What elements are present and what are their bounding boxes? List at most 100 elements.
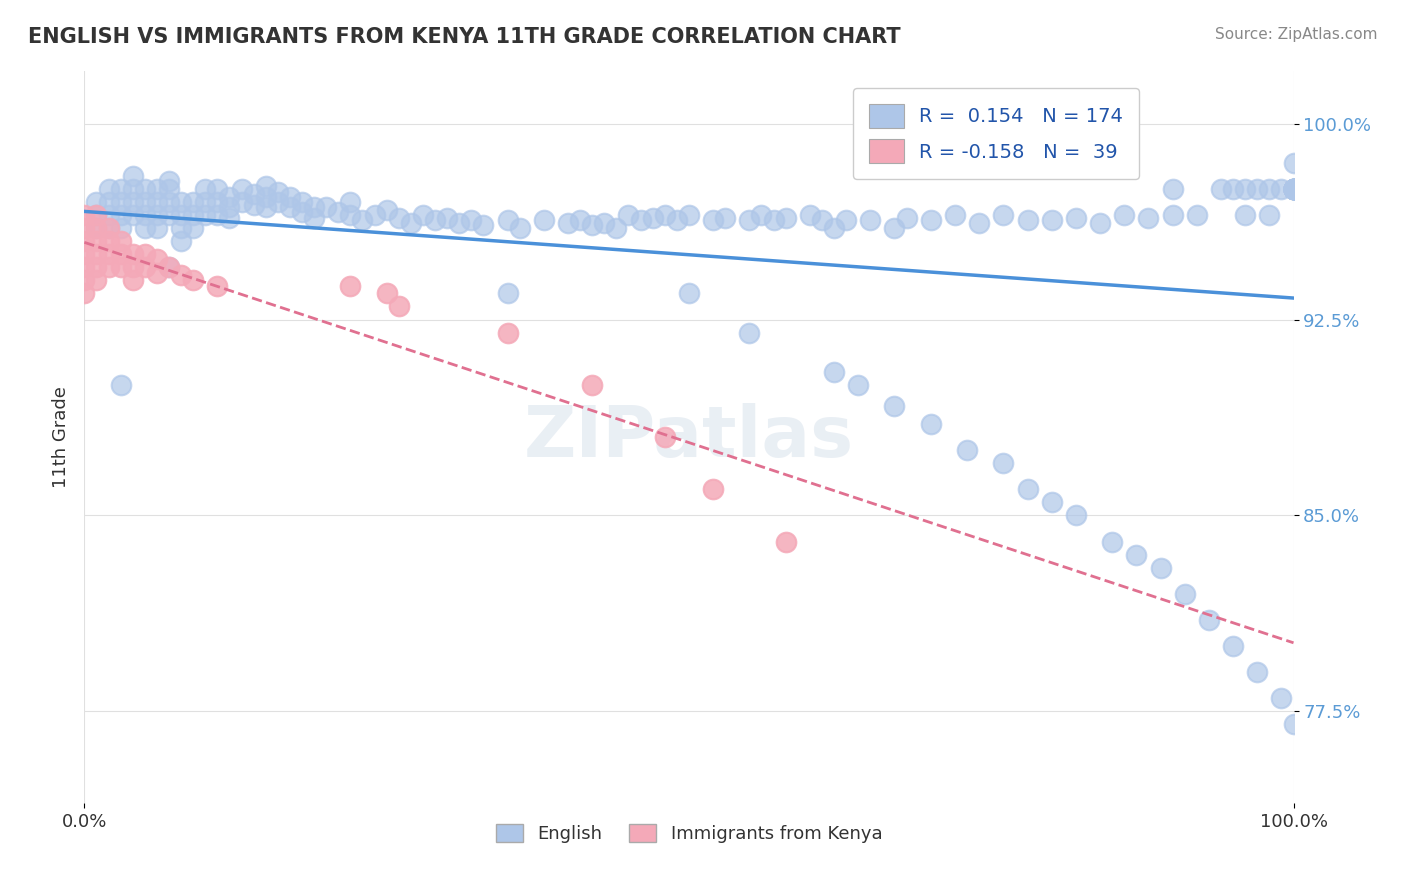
Point xyxy=(157,260,180,275)
Point xyxy=(339,278,361,293)
Point xyxy=(121,247,143,261)
Point xyxy=(110,377,132,392)
Point xyxy=(218,211,240,225)
Point xyxy=(73,208,96,222)
Point xyxy=(1064,508,1087,523)
Point xyxy=(121,182,143,196)
Point xyxy=(654,430,676,444)
Point xyxy=(593,216,616,230)
Point xyxy=(1270,182,1292,196)
Point xyxy=(605,221,627,235)
Text: ZIPatlas: ZIPatlas xyxy=(524,402,853,472)
Point xyxy=(231,194,253,209)
Point xyxy=(1282,182,1305,196)
Point xyxy=(157,260,180,275)
Point xyxy=(1282,182,1305,196)
Point xyxy=(110,260,132,275)
Point xyxy=(170,208,193,222)
Point xyxy=(399,216,422,230)
Point xyxy=(738,213,761,227)
Point xyxy=(1282,182,1305,196)
Point xyxy=(654,208,676,222)
Point xyxy=(1282,182,1305,196)
Point xyxy=(665,213,688,227)
Point xyxy=(1282,182,1305,196)
Point xyxy=(339,208,361,222)
Point xyxy=(86,208,108,222)
Point xyxy=(1088,216,1111,230)
Point xyxy=(97,234,120,248)
Point xyxy=(702,213,724,227)
Point xyxy=(846,377,869,392)
Point xyxy=(73,247,96,261)
Point xyxy=(388,300,411,314)
Point xyxy=(242,197,264,211)
Point xyxy=(1114,208,1136,222)
Point xyxy=(110,247,132,261)
Point xyxy=(1137,211,1160,225)
Point xyxy=(1234,182,1257,196)
Point xyxy=(194,194,217,209)
Point xyxy=(134,221,156,235)
Point xyxy=(1282,182,1305,196)
Point xyxy=(73,260,96,275)
Point xyxy=(231,182,253,196)
Point xyxy=(751,208,773,222)
Point xyxy=(1282,182,1305,196)
Point xyxy=(1282,717,1305,731)
Point xyxy=(134,182,156,196)
Point xyxy=(920,417,942,431)
Point xyxy=(86,194,108,209)
Point xyxy=(110,234,132,248)
Point xyxy=(835,213,858,227)
Point xyxy=(1282,182,1305,196)
Point xyxy=(181,208,204,222)
Point xyxy=(1040,213,1063,227)
Point xyxy=(775,211,797,225)
Point xyxy=(86,260,108,275)
Point xyxy=(291,194,314,209)
Point xyxy=(388,211,411,225)
Point xyxy=(157,194,180,209)
Point xyxy=(97,182,120,196)
Point xyxy=(121,273,143,287)
Point xyxy=(823,365,845,379)
Point xyxy=(920,213,942,227)
Point xyxy=(97,260,120,275)
Point xyxy=(375,202,398,217)
Point xyxy=(73,822,96,836)
Point xyxy=(194,208,217,222)
Point xyxy=(1282,155,1305,169)
Point xyxy=(956,443,979,458)
Legend: English, Immigrants from Kenya: English, Immigrants from Kenya xyxy=(486,815,891,852)
Point xyxy=(1185,208,1208,222)
Point xyxy=(73,221,96,235)
Point xyxy=(1282,182,1305,196)
Point xyxy=(97,208,120,222)
Point xyxy=(496,213,519,227)
Point xyxy=(1282,182,1305,196)
Point xyxy=(157,174,180,188)
Point xyxy=(557,216,579,230)
Point xyxy=(134,208,156,222)
Point xyxy=(460,213,482,227)
Point xyxy=(207,182,229,196)
Point xyxy=(86,234,108,248)
Point xyxy=(146,208,169,222)
Point xyxy=(218,190,240,204)
Point xyxy=(339,194,361,209)
Point xyxy=(1149,560,1171,574)
Point xyxy=(1258,182,1281,196)
Point xyxy=(1222,639,1244,653)
Point xyxy=(1234,208,1257,222)
Point xyxy=(146,252,169,267)
Point xyxy=(328,205,350,219)
Point xyxy=(738,326,761,340)
Point xyxy=(146,221,169,235)
Point xyxy=(509,221,531,235)
Point xyxy=(1246,182,1268,196)
Point xyxy=(157,208,180,222)
Point xyxy=(702,483,724,497)
Text: Source: ZipAtlas.com: Source: ZipAtlas.com xyxy=(1215,27,1378,42)
Point xyxy=(134,260,156,275)
